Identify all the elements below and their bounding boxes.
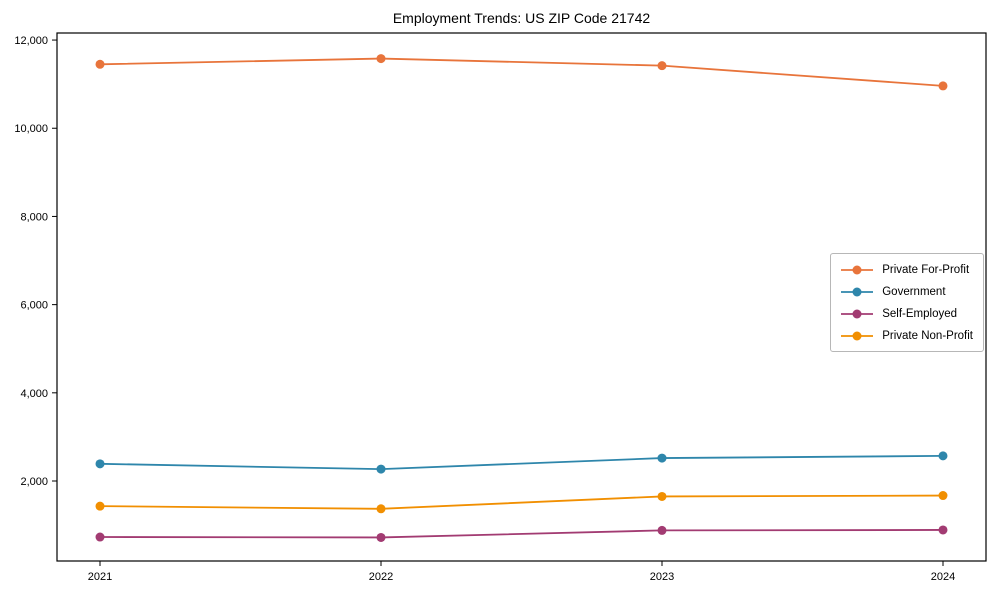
series-marker-government — [657, 453, 667, 463]
series-marker-private-non-profit — [376, 504, 386, 514]
series-marker-self-employed — [938, 525, 948, 535]
y-tick-label: 10,000 — [14, 123, 48, 135]
legend-line-marker-icon — [841, 265, 874, 274]
y-tick-label: 6,000 — [20, 300, 48, 312]
series-marker-private-non-profit — [938, 491, 948, 501]
x-tick-label: 2024 — [931, 571, 955, 583]
y-tick-label: 2,000 — [20, 476, 48, 488]
series-line-private-non-profit — [100, 494, 943, 510]
legend-item-private-non-profit: Private Non-Profit — [840, 327, 973, 344]
series-marker-private-non-profit — [95, 501, 105, 511]
legend-label: Private Non-Profit — [882, 329, 973, 342]
y-tick-label: 8,000 — [20, 211, 48, 223]
series-marker-private-for-profit — [376, 54, 386, 64]
x-tick-label: 2021 — [88, 571, 112, 583]
legend-line-marker-icon — [841, 309, 874, 318]
series-marker-government — [95, 459, 105, 469]
legend-line-marker-icon — [841, 331, 874, 340]
y-tick-label: 12,000 — [14, 35, 48, 47]
series-marker-private-for-profit — [938, 81, 948, 91]
legend-item-self-employed: Self-Employed — [840, 305, 973, 322]
series-marker-government — [376, 464, 386, 474]
series-marker-private-non-profit — [657, 491, 667, 501]
series-marker-government — [938, 451, 948, 461]
legend-item-government: Government — [840, 283, 973, 300]
series-line-self-employed — [100, 529, 943, 539]
legend: Private For-Profit Government Self-Employe… — [830, 253, 984, 352]
x-tick-label: 2022 — [369, 571, 393, 583]
legend-line-marker-icon — [841, 287, 874, 296]
series-marker-private-for-profit — [657, 61, 667, 71]
legend-label: Government — [882, 285, 946, 298]
series-marker-self-employed — [95, 532, 105, 542]
plot-frame — [56, 32, 987, 562]
series-marker-self-employed — [376, 532, 386, 542]
series-marker-self-employed — [657, 525, 667, 535]
legend-item-private-for-profit: Private For-Profit — [840, 261, 973, 278]
y-tick-label: 4,000 — [20, 388, 48, 400]
x-tick-label: 2023 — [650, 571, 674, 583]
legend-label: Self-Employed — [882, 307, 958, 320]
chart-title: Employment Trends: US ZIP Code 21742 — [392, 10, 651, 26]
series-line-government — [99, 454, 943, 471]
series-marker-private-for-profit — [95, 59, 105, 69]
legend-label: Private For-Profit — [882, 263, 970, 276]
series-line-private-for-profit — [99, 57, 944, 87]
